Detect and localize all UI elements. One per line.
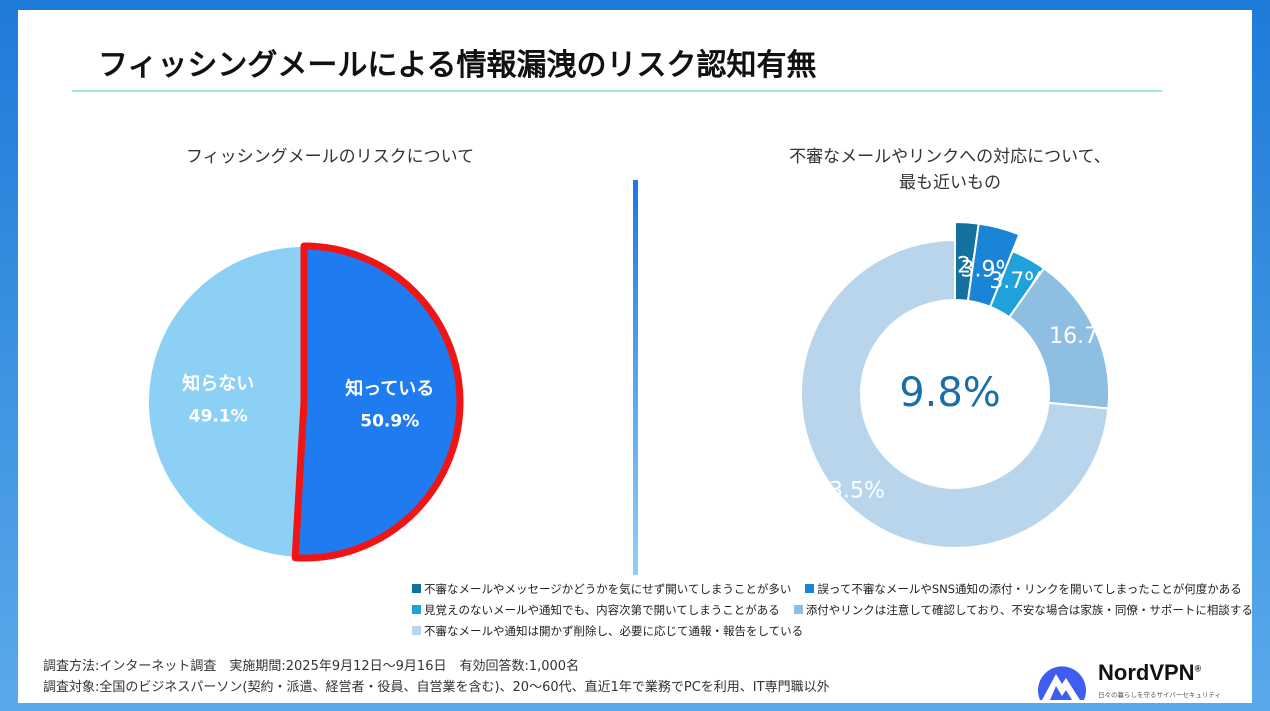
pie-value-label: 50.9%: [360, 411, 419, 431]
legend-swatch: [412, 626, 421, 635]
legend-label: 見覚えのないメールや通知でも、内容次第で開いてしまうことがある: [424, 602, 780, 617]
legend-swatch: [805, 584, 815, 593]
legend-item-depends-on-content: 見覚えのないメールや通知でも、内容次第で開いてしまうことがある: [412, 602, 780, 618]
donut-legend: 不審なメールやメッセージかどうかを気にせず開いてしまうことが多い 誤って不審なメ…: [412, 578, 1253, 641]
pie-chart-title: フィッシングメールのリスクについて: [185, 147, 475, 167]
legend-swatch: [412, 605, 421, 614]
donut-center-total: 9.8%: [899, 370, 1001, 416]
legend-item-delete-and-report: 不審なメールや通知は開かず削除し、必要に応じて通報・報告をしている: [412, 623, 803, 639]
brand-logo: NordVPN® 日々の暮らしを守るサイバーセキュリティ: [1036, 656, 1226, 704]
legend-row: 見覚えのないメールや通知でも、内容次第で開いてしまうことがある 添付やリンクは注…: [412, 599, 1253, 620]
title-underline: [72, 90, 1162, 92]
pie-category-label: 知っている: [345, 377, 434, 399]
pie-slice-dont-know: [146, 244, 305, 559]
page-title: フィッシングメールによる情報漏洩のリスク認知有無: [98, 48, 817, 83]
brand-name: NordVPN®: [1098, 660, 1202, 685]
donut-value-label: 16.7%: [1049, 324, 1119, 349]
pie-slice-know: [291, 242, 464, 562]
survey-method-note: 調査方法:インターネット調査 実施期間:2025年9月12日～9月16日 有効回…: [43, 659, 580, 674]
legend-item-mistakenly-opened: 誤って不審なメールやSNS通知の添付・リンクを開いてしまったことが何度かある: [805, 581, 1242, 597]
pie-value-label: 49.1%: [189, 407, 248, 427]
donut-chart-title-line-2: 最も近いもの: [899, 173, 1001, 193]
legend-row: 不審なメールやメッセージかどうかを気にせず開いてしまうことが多い 誤って不審なメ…: [412, 578, 1252, 599]
legend-item-careless: 不審なメールやメッセージかどうかを気にせず開いてしまうことが多い: [412, 581, 791, 597]
brand-tagline: 日々の暮らしを守るサイバーセキュリティ: [1098, 691, 1221, 699]
legend-item-check-and-consult: 添付やリンクは注意して確認しており、不安な場合は家族・同僚・サポートに相談する: [793, 602, 1253, 618]
legend-label: 誤って不審なメールやSNS通知の添付・リンクを開いてしまったことが何度かある: [817, 581, 1242, 596]
legend-swatch: [412, 584, 421, 593]
legend-row: 不審なメールや通知は開かず削除し、必要に応じて通報・報告をしている: [412, 620, 1252, 641]
survey-footnotes: 調査方法:インターネット調査 実施期間:2025年9月12日～9月16日 有効回…: [43, 656, 830, 698]
donut-value-label: 73.5%: [815, 479, 885, 504]
legend-label: 添付やリンクは注意して確認しており、不安な場合は家族・同僚・サポートに相談する: [805, 602, 1253, 617]
survey-target-note: 調査対象:全国のビジネスパーソン(契約・派遣、経営者・役員、自営業を含む)、20…: [43, 680, 830, 695]
legend-swatch: [793, 605, 803, 614]
nordvpn-mountain-icon: [1038, 666, 1086, 700]
pie-category-label: 知らない: [182, 373, 254, 395]
legend-label: 不審なメールやメッセージかどうかを気にせず開いてしまうことが多い: [424, 581, 792, 596]
chart-divider: [633, 180, 638, 575]
donut-segment: [800, 238, 1110, 549]
legend-label: 不審なメールや通知は開かず削除し、必要に応じて通報・報告をしている: [424, 623, 804, 638]
donut-chart-title-line-1: 不審なメールやリンクへの対応について、: [789, 147, 1111, 167]
